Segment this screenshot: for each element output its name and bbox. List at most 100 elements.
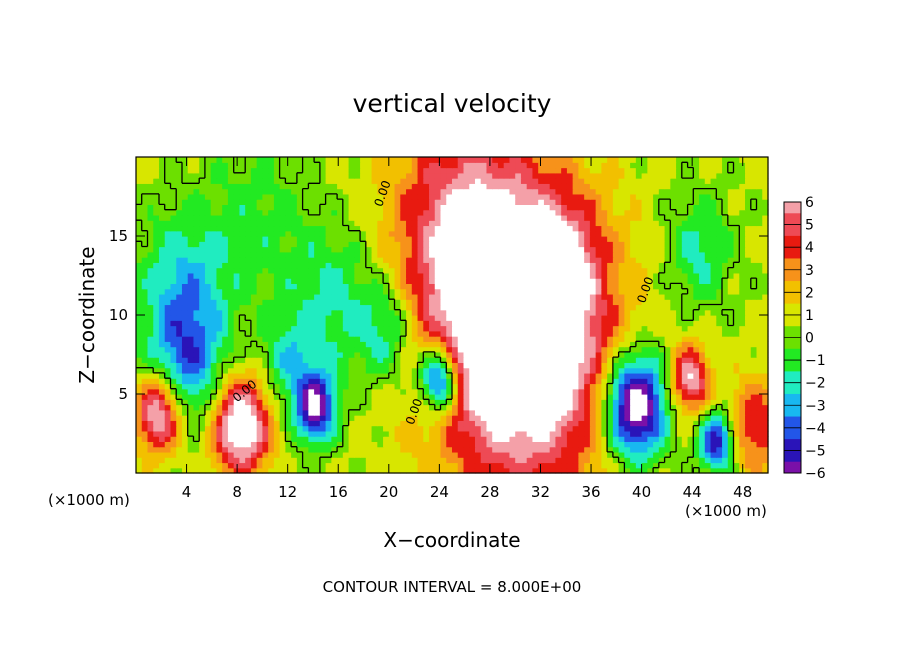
heat-cell xyxy=(572,467,579,474)
heat-cell xyxy=(273,315,281,321)
heat-cell xyxy=(681,351,689,358)
heat-cell xyxy=(314,362,321,369)
heat-cell xyxy=(520,336,528,342)
heat-cell xyxy=(681,415,689,421)
heat-cell xyxy=(739,388,746,395)
heat-cell xyxy=(141,320,149,327)
heat-cell xyxy=(210,278,218,284)
heat-cell xyxy=(411,436,419,442)
heat-cell xyxy=(158,346,166,353)
heat-cell xyxy=(572,446,579,453)
heat-cell xyxy=(532,283,539,290)
heat-cell xyxy=(302,362,309,369)
heat-cell xyxy=(170,299,177,306)
heat-cell xyxy=(170,425,177,432)
heat-cell xyxy=(624,325,631,332)
heat-cell xyxy=(291,278,298,284)
heat-cell xyxy=(331,372,338,379)
heat-cell xyxy=(147,351,154,358)
heat-cell xyxy=(641,272,648,279)
heat-cell xyxy=(136,441,143,448)
heat-cell xyxy=(612,309,620,316)
heat-cell xyxy=(365,309,373,316)
heat-cell xyxy=(429,409,436,416)
heat-cell xyxy=(624,283,631,290)
heat-cell xyxy=(607,441,614,448)
heat-cell xyxy=(331,330,338,337)
heat-cell xyxy=(136,462,143,469)
heat-cell xyxy=(158,399,166,406)
heat-cell xyxy=(566,293,574,300)
heat-cell xyxy=(687,330,694,337)
heat-cell xyxy=(624,357,631,363)
heat-cell xyxy=(204,251,212,258)
heat-cell xyxy=(733,420,740,427)
heat-cell xyxy=(291,462,298,469)
heat-cell xyxy=(256,288,263,295)
heat-cell xyxy=(676,362,683,369)
heat-cell xyxy=(170,272,177,279)
heat-cell xyxy=(624,246,631,253)
heat-cell xyxy=(578,404,585,411)
heat-cell xyxy=(566,436,574,442)
heat-cell xyxy=(434,441,442,448)
heat-cell xyxy=(722,462,729,469)
heat-cell xyxy=(394,236,401,242)
heat-cell xyxy=(704,236,712,242)
heat-cell xyxy=(314,367,321,374)
heat-cell xyxy=(417,388,424,395)
heat-cell xyxy=(561,409,568,416)
heat-cell xyxy=(727,330,735,337)
heat-cell xyxy=(469,325,476,332)
heat-cell xyxy=(176,451,183,458)
heat-cell xyxy=(314,357,321,363)
heat-cell xyxy=(216,236,223,242)
heat-cell xyxy=(388,315,396,321)
heat-cell xyxy=(658,415,666,421)
heat-cell xyxy=(486,299,493,306)
heat-cell xyxy=(141,315,149,321)
heat-cell xyxy=(296,293,304,300)
heat-cell xyxy=(745,425,752,432)
heat-cell xyxy=(469,262,476,269)
heat-cell xyxy=(750,388,758,395)
heat-cell xyxy=(492,399,499,406)
heat-cell xyxy=(532,425,539,432)
heat-cell xyxy=(555,367,562,374)
heat-cell xyxy=(216,315,223,321)
heat-cell xyxy=(262,420,269,427)
heat-cell xyxy=(250,362,258,369)
heat-cell xyxy=(354,415,361,421)
heat-cell xyxy=(440,430,447,437)
heat-cell xyxy=(612,293,620,300)
heat-cell xyxy=(492,351,499,358)
heat-cell xyxy=(733,462,740,469)
heat-cell xyxy=(308,262,315,269)
heat-cell xyxy=(273,246,281,253)
heat-cell xyxy=(279,404,286,411)
heat-cell xyxy=(497,378,505,385)
heat-cell xyxy=(411,346,419,353)
heat-cell xyxy=(164,462,172,469)
heat-cell xyxy=(676,430,683,437)
heat-cell xyxy=(549,293,557,300)
heat-cell xyxy=(658,446,666,453)
heat-cell xyxy=(526,325,534,332)
heat-cell xyxy=(595,378,602,385)
heat-cell xyxy=(520,388,528,395)
heat-cell xyxy=(497,309,505,316)
heat-cell xyxy=(509,446,516,453)
heat-cell xyxy=(268,262,275,269)
heat-cell xyxy=(176,325,183,332)
heat-cell xyxy=(509,462,516,469)
heat-cell xyxy=(538,451,545,458)
heat-cell xyxy=(279,425,286,432)
heat-cell xyxy=(210,346,218,353)
heat-cell xyxy=(658,304,666,311)
heat-cell xyxy=(377,383,384,390)
heat-cell xyxy=(411,451,419,458)
heat-cell xyxy=(756,357,763,363)
heat-cell xyxy=(578,446,585,453)
heat-cell xyxy=(383,304,390,311)
heat-cell xyxy=(710,251,717,258)
